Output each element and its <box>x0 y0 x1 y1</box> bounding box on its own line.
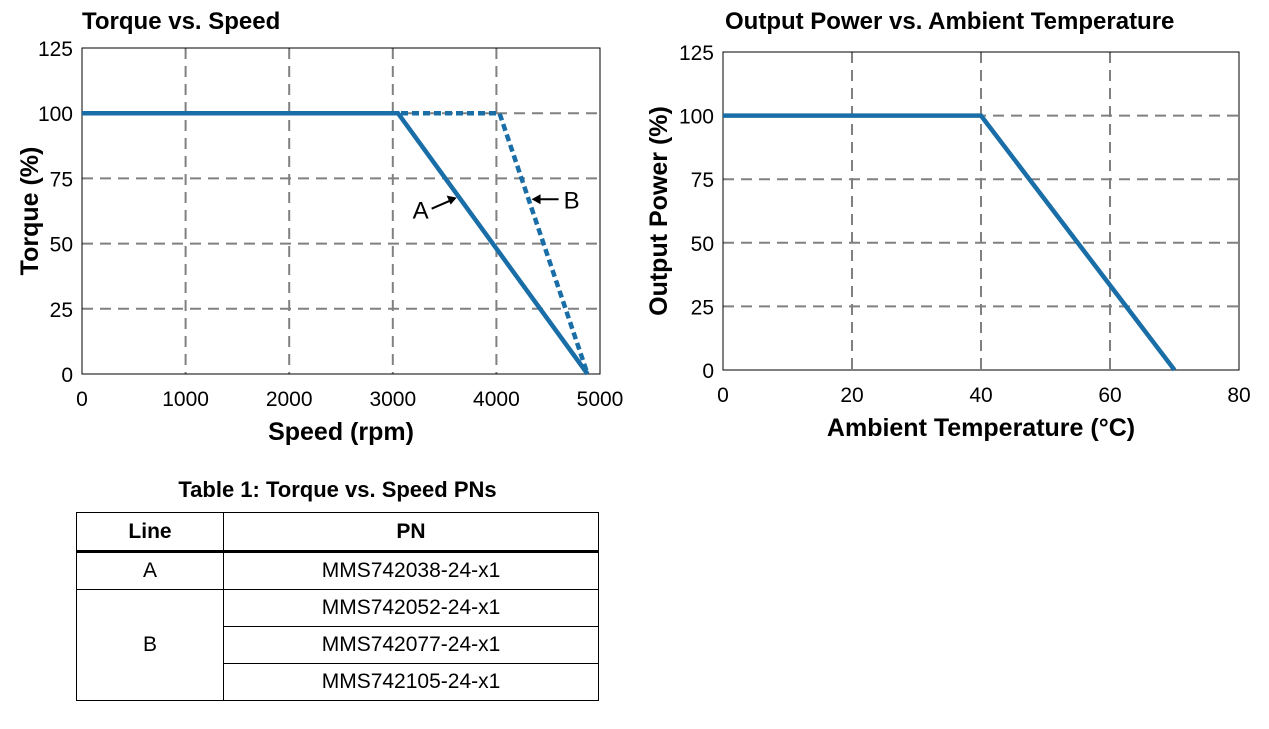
y-tick-label: 0 <box>61 364 73 387</box>
y-tick-label: 100 <box>679 106 714 129</box>
plot-frame <box>722 51 1240 371</box>
x-tick-label: 80 <box>1227 384 1250 407</box>
annotation-label-b: B <box>564 187 580 214</box>
table-title: Table 1: Torque vs. Speed PNs <box>178 477 497 502</box>
y-tick-label: 25 <box>50 299 73 322</box>
annotation-arrowhead-b <box>531 194 541 205</box>
x-tick-label: 20 <box>840 384 863 407</box>
x-tick-label: 40 <box>969 384 992 407</box>
x-axis-label: Ambient Temperature (°C) <box>827 414 1135 442</box>
chart1-title: Torque vs. Speed <box>82 8 281 35</box>
x-tick-label: 5000 <box>577 388 624 411</box>
plot-frame <box>81 47 601 375</box>
output-power-vs-temperature-chart: 0 20 40 60 80 0 25 50 75 100 125 Ambient Temperatur… <box>645 42 1251 442</box>
chart2-title: Output Power vs. Ambient Temperature <box>725 8 1175 35</box>
table-row: MMS742105-24-x1 <box>77 663 599 701</box>
x-tick-label: 0 <box>717 384 729 407</box>
y-tick-label: 25 <box>691 296 714 319</box>
y-tick-label: 50 <box>50 234 73 257</box>
y-tick-label: 50 <box>691 233 714 256</box>
y-tick-label: 0 <box>702 360 714 383</box>
table-row: B MMS742052-24-x1 <box>76 589 599 701</box>
pn-cell: MMS742077-24-x1 <box>223 626 599 664</box>
x-axis-label: Speed (rpm) <box>268 418 414 446</box>
pn-table: Line PN A MMS742038-24-x1 B MMS742052-24… <box>76 512 599 701</box>
table-row: A MMS742038-24-x1 <box>76 551 599 590</box>
pn-cell: MMS742052-24-x1 <box>223 589 599 627</box>
x-tick-label: 1000 <box>162 388 209 411</box>
x-tick-label: 0 <box>76 388 88 411</box>
x-tick-label: 60 <box>1098 384 1121 407</box>
line-cell: B <box>76 589 224 701</box>
header-line: Line <box>76 512 224 553</box>
series-line-power <box>723 113 1177 372</box>
y-tick-label: 125 <box>679 42 714 65</box>
x-tick-label: 4000 <box>473 388 520 411</box>
y-tick-label: 125 <box>38 38 73 61</box>
x-tick-label: 3000 <box>369 388 416 411</box>
annotation-arrowhead-a <box>446 195 457 205</box>
y-axis-label: Torque (%) <box>16 147 44 276</box>
table-row: MMS742077-24-x1 <box>77 626 599 664</box>
x-tick-label: 2000 <box>266 388 313 411</box>
y-axis-label: Output Power (%) <box>645 106 673 316</box>
torque-vs-speed-chart: 0 1000 2000 3000 4000 5000 0 25 50 75 100 125 Speed … <box>16 38 624 446</box>
table-header-row: Line PN <box>76 512 599 553</box>
pn-cell: MMS742105-24-x1 <box>223 663 599 701</box>
y-tick-label: 100 <box>38 103 73 126</box>
y-tick-label: 75 <box>50 168 73 191</box>
pn-cell: MMS742038-24-x1 <box>223 551 599 590</box>
annotation-label-a: A <box>413 198 429 225</box>
header-pn: PN <box>223 512 599 553</box>
y-tick-label: 75 <box>691 169 714 192</box>
line-cell: A <box>76 551 224 590</box>
